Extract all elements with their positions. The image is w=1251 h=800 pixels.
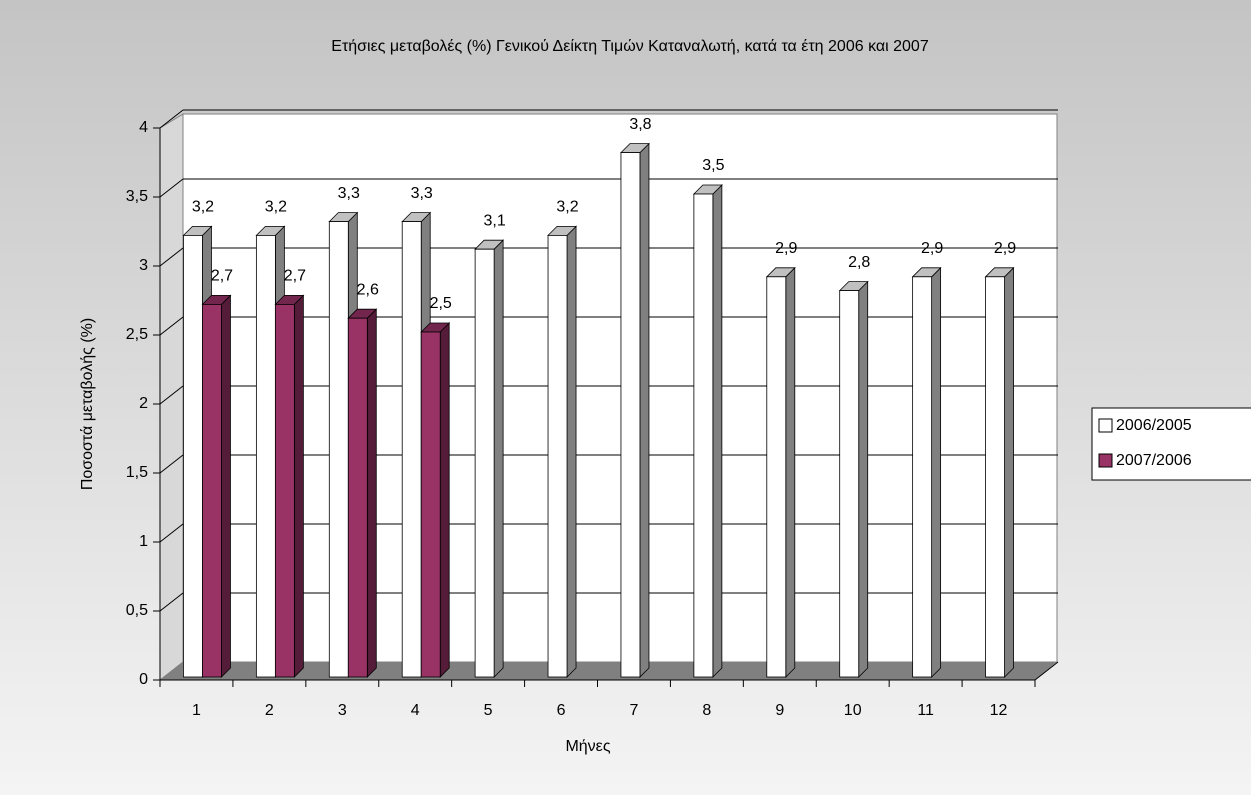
bar: [547, 234, 568, 678]
bar: [347, 317, 368, 678]
bar: [766, 276, 787, 678]
x-tick-label: 5: [484, 702, 493, 719]
legend-swatch: [1098, 418, 1113, 433]
y-tick-label: 3,5: [126, 188, 148, 205]
legend-label: 2007/2006: [1116, 452, 1192, 469]
data-label: 2,9: [994, 240, 1016, 257]
bar: [202, 303, 222, 678]
bar-side: [566, 225, 577, 678]
grid-line: [159, 454, 184, 474]
bar: [401, 221, 422, 678]
x-tick-label: 8: [702, 702, 711, 719]
bar-side: [931, 266, 942, 678]
legend: [1091, 407, 1251, 481]
data-label: 3,3: [411, 185, 433, 202]
bar-side: [1004, 266, 1014, 678]
x-axis: [1034, 661, 1059, 681]
data-label: 2,8: [848, 254, 870, 271]
x-tick-label: 3: [338, 702, 347, 719]
bar-side: [293, 294, 304, 678]
x-tick-label: 12: [990, 702, 1008, 719]
bar: [274, 303, 295, 678]
bar: [474, 248, 495, 678]
data-label: 3,2: [265, 199, 287, 216]
bar: [255, 234, 276, 678]
bar-side: [221, 294, 231, 678]
y-axis-title: Ποσοστά μεταβολής (%): [79, 318, 96, 490]
x-tick-label: 2: [265, 702, 274, 719]
data-label: 2,9: [921, 240, 943, 257]
y-tick-label: 3: [139, 257, 148, 274]
grid-line: [159, 523, 184, 543]
data-label: 2,5: [430, 295, 452, 312]
data-label: 2,9: [775, 240, 797, 257]
bar: [985, 276, 1005, 678]
legend-swatch: [1098, 453, 1113, 468]
data-label: 3,2: [556, 199, 578, 216]
y-tick-label: 2,5: [126, 326, 148, 343]
x-tick-label: 4: [411, 702, 420, 719]
y-tick-label: 0,5: [126, 602, 148, 619]
grid-line: [159, 385, 184, 405]
bar: [912, 276, 933, 678]
x-tick-label: 1: [192, 702, 201, 719]
data-label: 2,7: [211, 268, 233, 285]
bar-side: [712, 184, 723, 678]
x-axis-title: Μήνες: [565, 738, 610, 755]
x-tick-label: 6: [557, 702, 566, 719]
y-tick-label: 1,5: [126, 464, 148, 481]
x-tick-label: 7: [630, 702, 639, 719]
x-tick-label: 11: [917, 702, 934, 719]
y-tick-label: 1: [139, 533, 148, 550]
bar: [420, 331, 441, 678]
grid-line: [159, 109, 184, 129]
y-tick-label: 4: [139, 119, 148, 136]
y-tick-label: 2: [139, 395, 148, 412]
data-label: 3,3: [338, 185, 360, 202]
grid-line: [159, 178, 184, 198]
floor: [160, 662, 1057, 680]
data-label: 3,5: [702, 157, 724, 174]
bar-side: [439, 322, 450, 678]
bar-side: [493, 239, 504, 678]
bar-side: [785, 266, 796, 678]
y-tick-label: 0: [139, 671, 148, 688]
grid-line: [159, 247, 184, 267]
bar: [328, 221, 349, 678]
bar: [839, 290, 860, 678]
bar-side: [639, 142, 650, 678]
x-tick-label: 10: [844, 702, 862, 719]
bar: [693, 193, 714, 678]
x-tick-label: 9: [775, 702, 784, 719]
bar-side: [366, 308, 377, 678]
grid-line: [159, 592, 184, 612]
bar: [183, 234, 203, 678]
bar: [620, 152, 641, 678]
grid-line: [159, 316, 184, 336]
data-label: 3,8: [629, 116, 651, 133]
data-label: 3,2: [192, 199, 214, 216]
data-label: 3,1: [484, 212, 506, 229]
legend-label: 2006/2005: [1116, 417, 1192, 434]
chart-title: Ετήσιες μεταβολές (%) Γενικού Δείκτη Τιμ…: [331, 38, 929, 55]
data-label: 2,7: [284, 268, 306, 285]
data-label: 2,6: [357, 281, 379, 298]
bar-side: [858, 280, 869, 678]
